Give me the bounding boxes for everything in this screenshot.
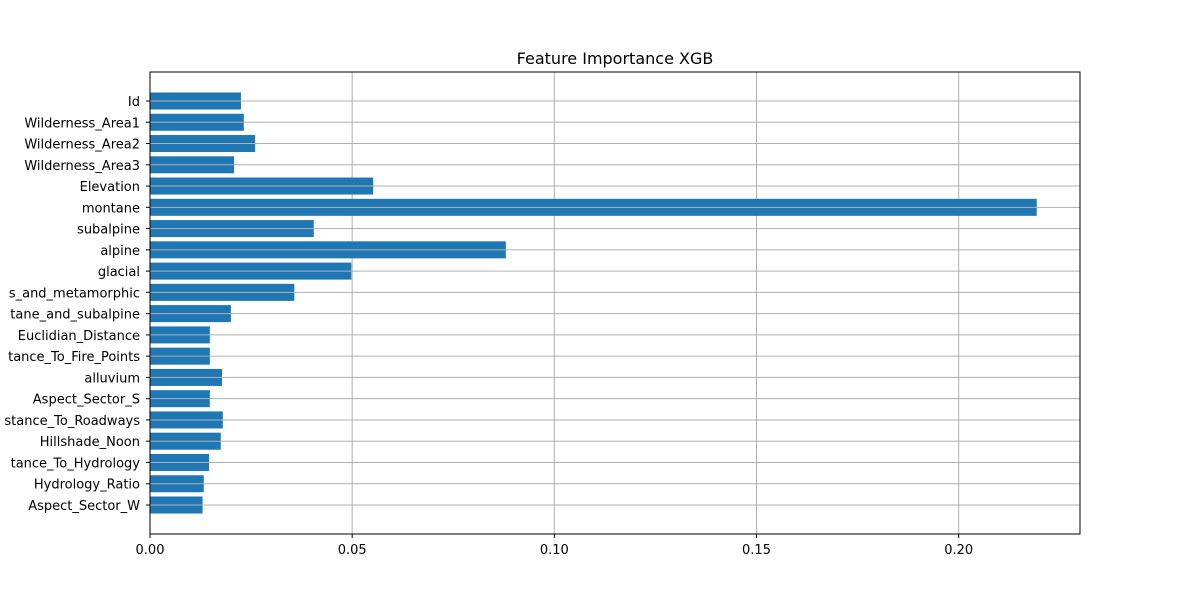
y-tick-label: alluvium xyxy=(84,371,140,386)
y-tick-label: glacial xyxy=(98,265,140,280)
chart-title: Feature Importance XGB xyxy=(517,49,714,68)
y-tick-label: Id xyxy=(128,95,140,110)
y-tick-label: s_and_metamorphic xyxy=(9,286,140,301)
y-tick-label: Wilderness_Area1 xyxy=(24,116,140,131)
y-tick-label: Aspect_Sector_S xyxy=(33,393,140,408)
y-tick-label: tane_and_subalpine xyxy=(10,308,140,323)
x-tick-label: 0.00 xyxy=(136,543,165,558)
y-tick-label: Euclidian_Distance xyxy=(18,329,140,344)
x-axis: 0.00 0.05 0.10 0.15 0.20 xyxy=(136,534,973,558)
grid-overlay-layer xyxy=(150,100,1080,506)
y-tick-label: Wilderness_Area2 xyxy=(24,138,140,153)
x-tick-label: 0.20 xyxy=(944,543,973,558)
x-tick-label: 0.10 xyxy=(540,543,569,558)
y-tick-label: Aspect_Sector_W xyxy=(28,499,140,514)
x-tick-label: 0.05 xyxy=(338,543,367,558)
y-tick-label: Hydrology_Ratio xyxy=(34,478,140,493)
x-tick-label: 0.15 xyxy=(742,543,771,558)
y-tick-label: stance_To_Roadways xyxy=(4,414,140,429)
y-tick-label: Elevation xyxy=(80,180,140,195)
y-tick-label: alpine xyxy=(100,244,140,259)
bars-layer xyxy=(150,92,1037,514)
grid-layer xyxy=(149,72,960,534)
y-tick-label: Wilderness_Area3 xyxy=(24,159,140,174)
y-tick-label: tance_To_Hydrology xyxy=(11,456,141,471)
y-tick-label: montane xyxy=(82,201,140,216)
y-tick-label: subalpine xyxy=(77,223,140,238)
y-tick-label: tance_To_Fire_Points xyxy=(8,350,140,365)
y-axis: Id Wilderness_Area1 Wilderness_Area2 Wilder… xyxy=(4,95,150,514)
plot-frame xyxy=(149,71,1081,535)
y-tick-label: Hillshade_Noon xyxy=(40,435,140,450)
